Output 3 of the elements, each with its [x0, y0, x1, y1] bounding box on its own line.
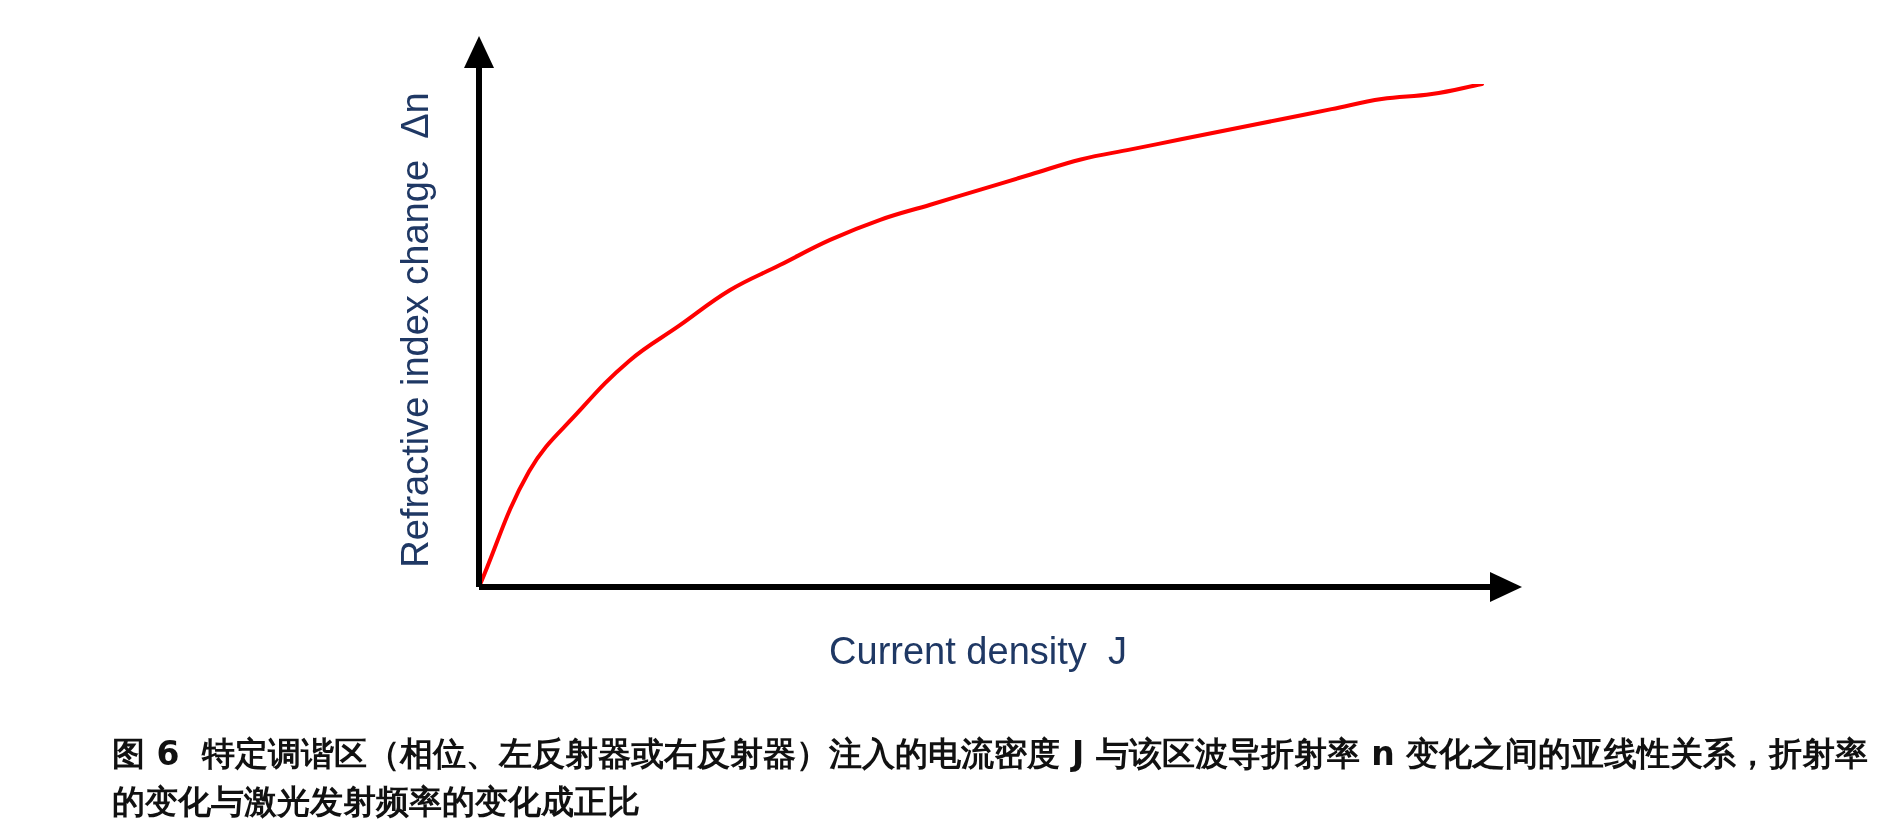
x-axis-title: Current density J: [828, 630, 1128, 673]
caption: 图 6 特定调谐区（相位、左反射器或右反射器）注入的电流密度 J 与该区波导折射率 n 变化之间的亚线性关系，折射率的变化与激光发射频率的变化成正比: [112, 733, 1870, 823]
y-axis-title: Refractive index change Δn: [393, 92, 437, 568]
